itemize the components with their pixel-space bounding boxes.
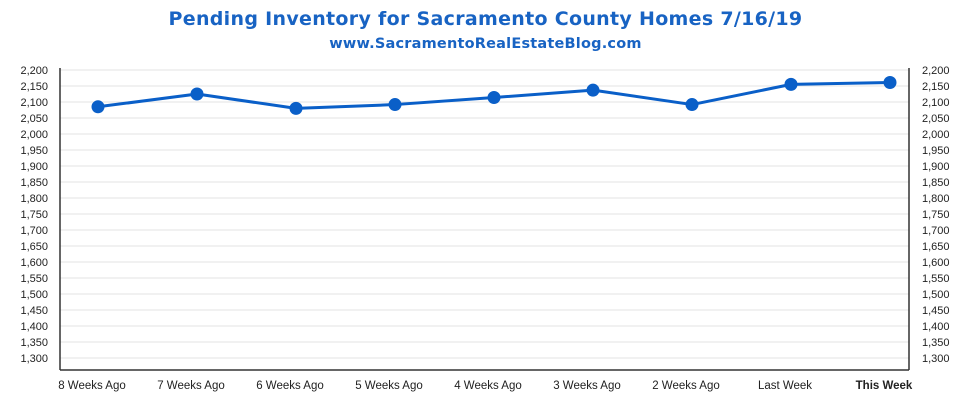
y-tick-label-right: 1,900 (922, 161, 950, 173)
y-tick-label-left: 2,050 (20, 113, 48, 125)
y-tick-label-right: 1,750 (922, 209, 950, 221)
y-tick-label-right: 1,800 (922, 193, 950, 205)
data-point (190, 87, 204, 101)
y-tick-label-left: 1,550 (20, 273, 48, 285)
x-tick-label: 6 Weeks Ago (256, 380, 324, 392)
y-tick-label-left: 1,800 (20, 193, 48, 205)
y-tick-label-left: 2,100 (20, 97, 48, 109)
y-tick-label-left: 1,750 (20, 209, 48, 221)
gridlines (60, 69, 909, 359)
y-tick-label-right: 1,350 (922, 337, 950, 349)
y-tick-label-right: 1,550 (922, 273, 950, 285)
data-point (388, 98, 402, 112)
y-tick-label-left: 1,950 (20, 145, 48, 157)
y-tick-label-left: 1,500 (20, 289, 48, 301)
data-point (91, 100, 105, 114)
y-tick-label-left: 2,200 (20, 65, 48, 77)
y-tick-label-right: 1,500 (922, 289, 950, 301)
x-tick-label: 2 Weeks Ago (652, 380, 720, 392)
x-tick-label: 4 Weeks Ago (454, 380, 522, 392)
data-point (487, 91, 501, 105)
data-point (685, 98, 699, 112)
x-tick-label: This Week (856, 380, 913, 392)
chart-title: Pending Inventory for Sacramento County … (168, 8, 803, 30)
y-tick-label-left: 1,600 (20, 257, 48, 269)
y-tick-label-left: 1,300 (20, 353, 48, 365)
y-tick-label-right: 1,700 (922, 225, 950, 237)
data-point (586, 83, 600, 97)
y-tick-label-right: 1,850 (922, 177, 950, 189)
y-tick-label-left: 2,000 (20, 129, 48, 141)
y-tick-label-right: 1,650 (922, 241, 950, 253)
y-axis-left-ticks: 1,300 1,350 1,400 1,450 1,500 1,550 1,600 1,650… (20, 65, 48, 365)
x-tick-label: 8 Weeks Ago (58, 380, 126, 392)
data-point (883, 75, 897, 89)
y-tick-label-left: 1,650 (20, 241, 48, 253)
y-tick-label-left: 1,850 (20, 177, 48, 189)
y-tick-label-right: 1,400 (922, 321, 950, 333)
y-tick-label-left: 1,900 (20, 161, 48, 173)
y-tick-label-right: 2,200 (922, 65, 950, 77)
data-point (289, 101, 303, 115)
y-tick-label-left: 2,150 (20, 81, 48, 93)
y-tick-label-left: 1,700 (20, 225, 48, 237)
x-tick-label: 5 Weeks Ago (355, 380, 423, 392)
y-tick-label-right: 2,150 (922, 81, 950, 93)
data-point (784, 77, 798, 91)
y-tick-label-right: 1,950 (922, 145, 950, 157)
y-tick-label-right: 1,600 (922, 257, 950, 269)
series-points (91, 75, 897, 115)
y-tick-label-left: 1,400 (20, 321, 48, 333)
y-tick-label-right: 1,300 (922, 353, 950, 365)
y-tick-label-left: 1,350 (20, 337, 48, 349)
x-tick-label: 3 Weeks Ago (553, 380, 621, 392)
y-tick-label-left: 1,450 (20, 305, 48, 317)
y-tick-label-right: 1,450 (922, 305, 950, 317)
x-tick-label: Last Week (758, 380, 812, 392)
x-tick-label: 7 Weeks Ago (157, 380, 225, 392)
y-tick-label-right: 2,050 (922, 113, 950, 125)
chart-subtitle: www.SacramentoRealEstateBlog.com (329, 36, 642, 52)
x-axis-ticks: 8 Weeks Ago 7 Weeks Ago 6 Weeks Ago 5 Weeks… (58, 380, 913, 392)
y-axis-right-ticks: 1,300 1,350 1,400 1,450 1,500 1,550 1,600 1,650… (922, 65, 950, 365)
y-tick-label-right: 2,100 (922, 97, 950, 109)
y-tick-label-right: 2,000 (922, 129, 950, 141)
axes (59, 68, 910, 371)
